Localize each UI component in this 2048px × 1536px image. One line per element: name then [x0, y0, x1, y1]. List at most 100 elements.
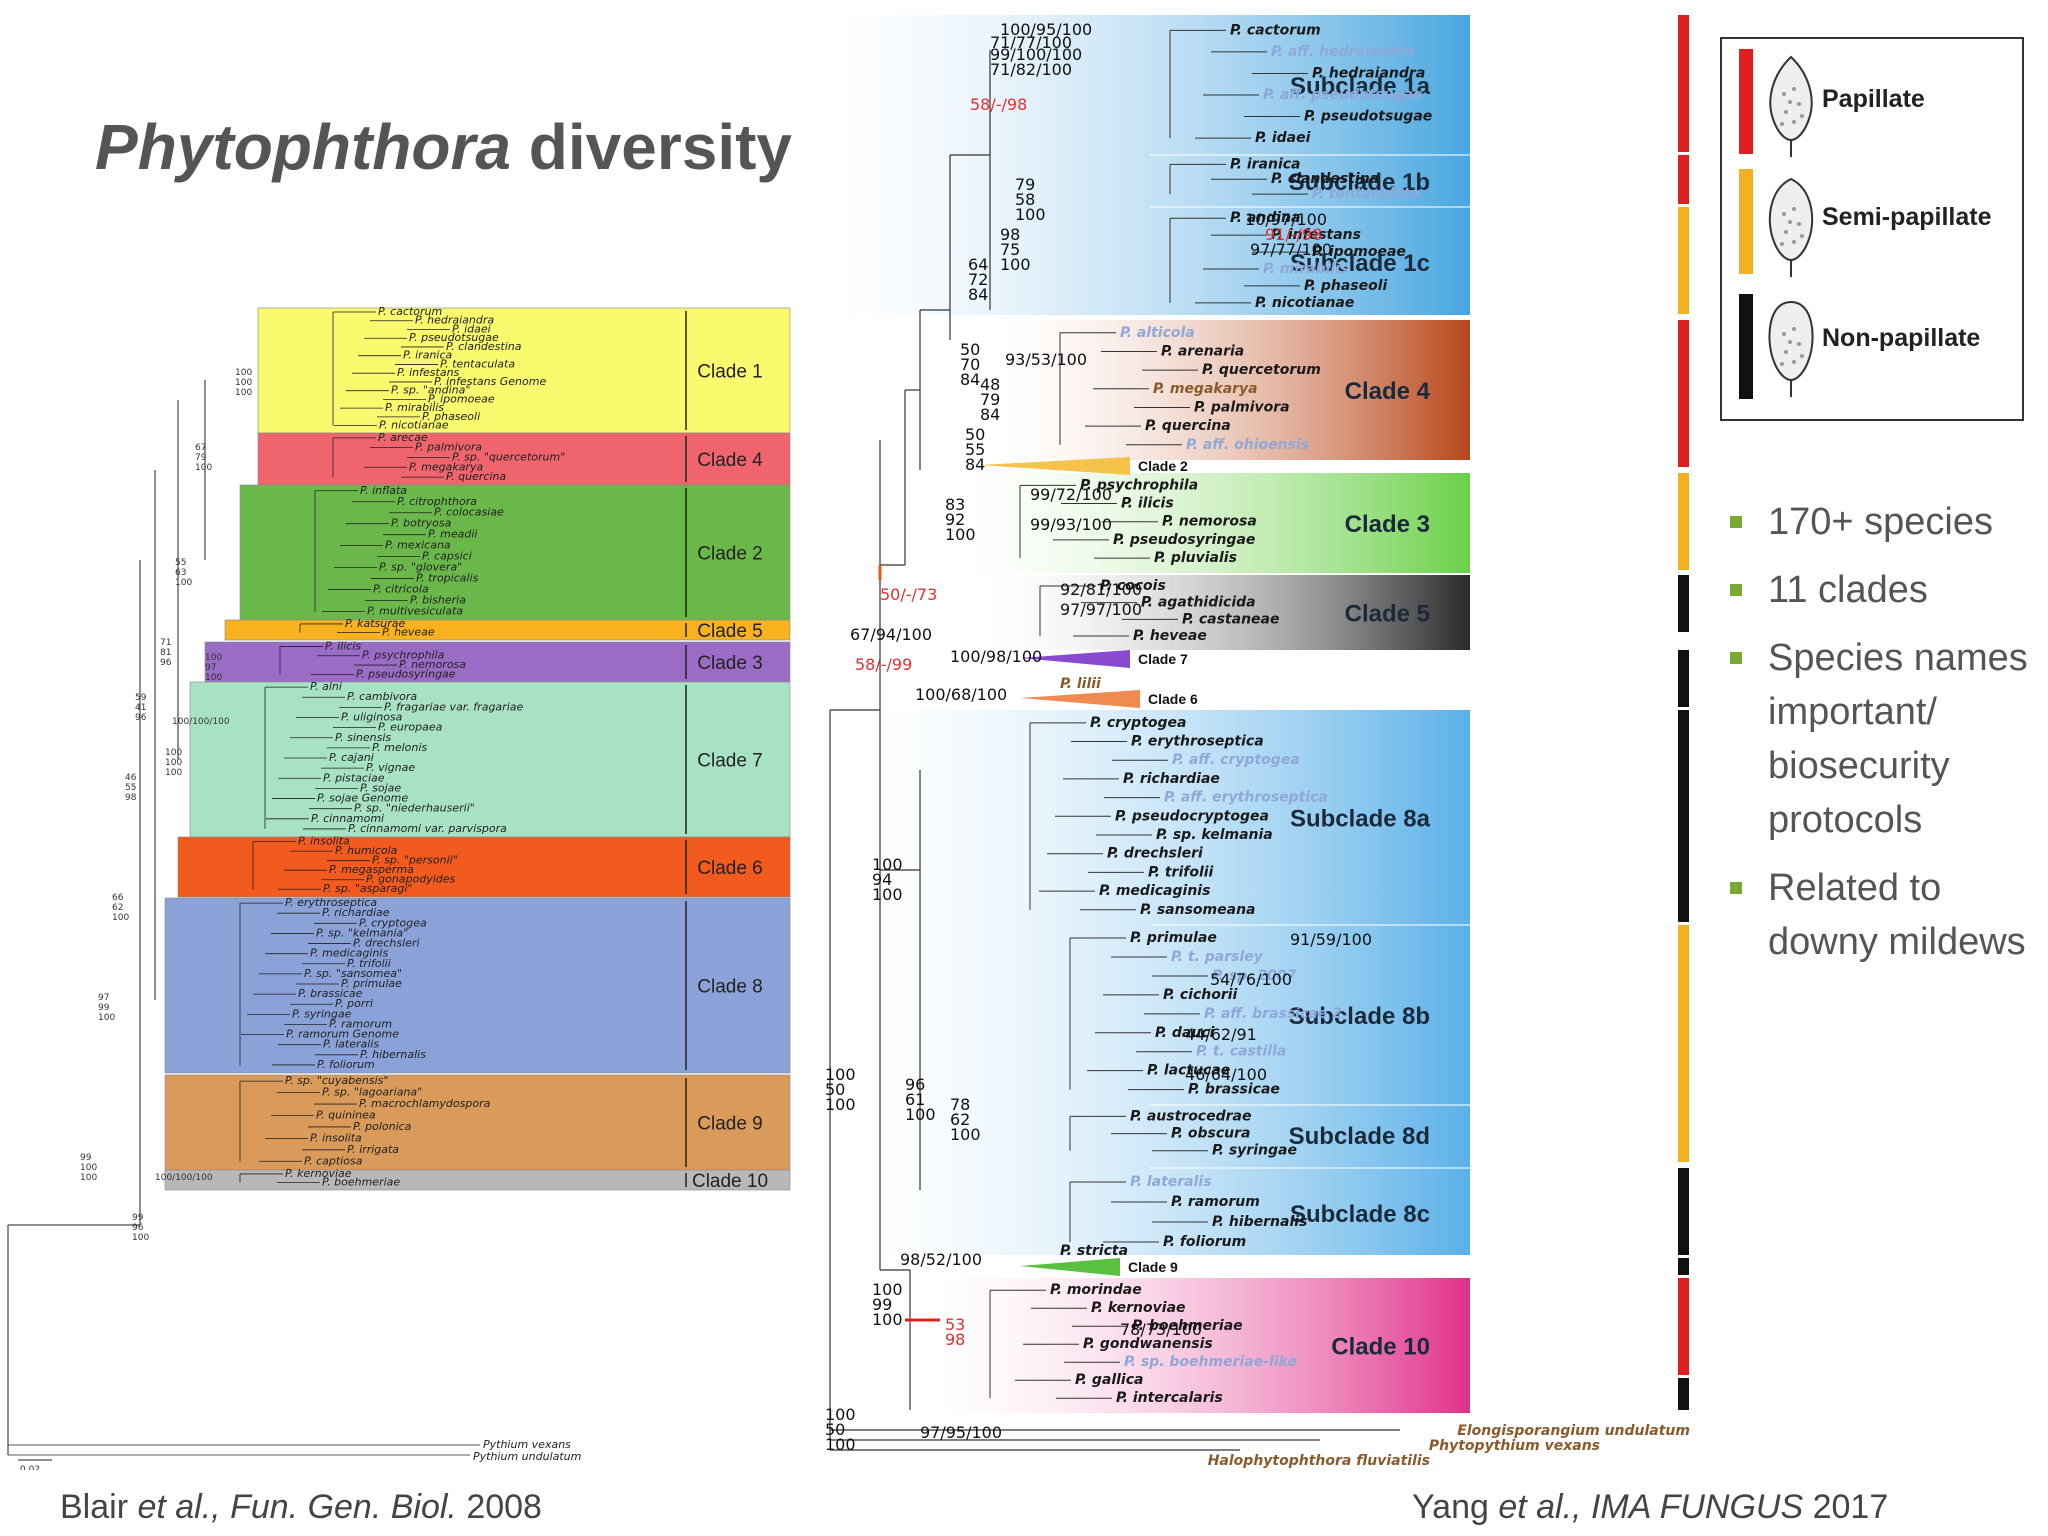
tip-label: P. vignae	[366, 761, 415, 774]
tip-label: P. idaei	[1255, 130, 1311, 146]
tip-label: P. meadii	[428, 528, 477, 541]
tip-label: P. gonapodyides	[366, 873, 456, 886]
clade-label: Subclade 1c	[1290, 250, 1430, 277]
papillation-bar	[1678, 320, 1689, 467]
tip-label: P. alticola	[1120, 325, 1195, 341]
tip-label: P. sansomeana	[1140, 902, 1256, 918]
support-value: 71/82/100	[990, 60, 1072, 79]
tip-label: P. sojae Genome	[317, 792, 408, 805]
tip-label: P. inflata	[360, 484, 407, 497]
support-value: 93/53/100	[1005, 350, 1087, 369]
tip-label: P. hibernalis	[1212, 1214, 1307, 1230]
clade-label: Subclade 8b	[1289, 1003, 1430, 1030]
support-value: 98/52/100	[900, 1250, 982, 1269]
tip-label: P. brassicae	[1188, 1082, 1280, 1098]
tip-label: P. arenaria	[1161, 343, 1244, 359]
tip-label: P. sp. "personii"	[372, 854, 458, 867]
support-value: 50/-/73	[880, 585, 937, 604]
tip-label: P. insolita	[310, 1131, 362, 1144]
clade-band	[164, 1074, 791, 1171]
legend-label-semi-papillate: Semi-papillate	[1822, 203, 1992, 231]
support-value: 99/72/100	[1030, 485, 1112, 504]
outgroup-label: Halophytophthora fluviatilis	[1208, 1453, 1430, 1469]
tip-label: P. ilicis	[325, 639, 361, 652]
tip-label: P. ramorum Genome	[286, 1028, 399, 1041]
bullet-item: 170+ species	[1728, 495, 2048, 549]
tip-label: P. pseudotsugae	[1304, 109, 1432, 125]
support-value: 100 50 100	[825, 1405, 856, 1454]
citation-left: Blair et al., Fun. Gen. Biol. 2008	[60, 1488, 542, 1527]
tip-label: P. aff. ohioensis	[1186, 437, 1309, 453]
clade-label: Clade 8	[697, 977, 763, 998]
tip-label: P. colocasiae	[434, 506, 504, 519]
papillate-sporangium-icon	[1769, 55, 1813, 157]
tip-label: P. nemorosa	[1162, 514, 1257, 530]
tip-label: P. humicola	[335, 844, 398, 857]
tip-label: P. aff. pseudotsugae	[1263, 87, 1423, 103]
clade-block	[940, 1278, 1470, 1413]
papillation-bar	[1678, 710, 1689, 922]
clade1-background	[850, 15, 1470, 315]
tip-label: P. lateralis	[1130, 1174, 1212, 1190]
clade-label: Clade 10	[1331, 1334, 1430, 1361]
tip-label: P. sp. "asparagi"	[323, 882, 412, 895]
tip-label: P. fragariae var. fragariae	[384, 700, 523, 713]
tip-label: P. bisheria	[410, 594, 466, 607]
tip-label: P. sp. kelmania	[1156, 827, 1273, 843]
support-value: 100/68/100	[915, 685, 1007, 704]
support-value: 58/-/99	[855, 655, 912, 674]
clade6-wedge	[1020, 690, 1140, 708]
tip-label: P. sp. "lagoariana"	[322, 1086, 422, 1099]
support-value: 97/95/100	[920, 1423, 1002, 1442]
tip-label: P. cocois	[1100, 578, 1166, 594]
bullet-square-icon	[1730, 652, 1742, 664]
support-value: 48 79 84	[980, 375, 1000, 424]
tip-label: P. iranica	[403, 349, 453, 362]
tip-label: P. quininea	[316, 1108, 376, 1121]
papillation-bar	[1678, 1168, 1689, 1255]
tip-label: P. megakarya	[409, 460, 483, 473]
citation-right-journal: IMA FUNGUS	[1581, 1488, 1804, 1526]
clade-label: Clade 6	[1148, 691, 1198, 707]
tip-label: P. gallica	[1075, 1372, 1143, 1388]
tip-label: P. sojae	[360, 781, 401, 794]
citation-left-etal: et al.,	[137, 1488, 221, 1526]
support-value: 97 99 100	[98, 993, 115, 1023]
tip-label: P. aff. hedraiandra	[1271, 44, 1416, 60]
tip-label: P. primulae	[1130, 930, 1217, 946]
support-value: 100 100 100	[235, 368, 252, 398]
tip-label: P. botryosa	[391, 517, 452, 530]
legend-swatch-semi-papillate	[1739, 169, 1753, 274]
support-value: 100/100/100	[155, 1173, 213, 1183]
tip-label: P. drechsleri	[353, 937, 420, 950]
tip-label: P. castaneae	[1182, 611, 1279, 627]
tip-label: P. syringae	[1212, 1143, 1297, 1159]
tip-label: P. boehmeriae	[322, 1176, 400, 1189]
tip-label: P. clandestina	[1271, 171, 1379, 187]
support-value: 100/98/100	[950, 647, 1042, 666]
tip-label: P. infestans Genome	[434, 375, 546, 388]
tip-label: P. idaei	[452, 322, 491, 335]
support-value: 98 75 100	[1000, 225, 1031, 274]
tip-label: P. psychrophila	[1080, 477, 1198, 493]
slide-title: Phytophthora diversity	[95, 110, 792, 184]
support-value: 99 100 100	[80, 1153, 97, 1183]
bullet-text: Related to downy mildews	[1768, 867, 2026, 963]
support-value: 79 58 100	[1015, 175, 1046, 224]
clade-label: Clade 9	[697, 1114, 763, 1135]
support-value: 66 62 100	[112, 893, 129, 923]
clade-band	[224, 619, 791, 641]
tip-label: P. austrocedrae	[1130, 1108, 1251, 1124]
tip-label: P. capsici	[422, 550, 472, 563]
tip-label: P. nicotianae	[379, 419, 449, 432]
left-phylogenetic-tree: Clade 1 P. cactorum P. hedraiandra P. idaei…	[0, 300, 800, 1475]
support-value: 67/94/100	[850, 625, 932, 644]
tip-label: P. lactucae	[1147, 1063, 1230, 1079]
support-value: 46 55 98	[125, 773, 137, 803]
tip-label: P. sinensis	[335, 731, 391, 744]
tip-label: P. hedraiandra	[1312, 65, 1425, 81]
clade-label: Clade 2	[697, 544, 763, 565]
support-value: 46/64/100	[1185, 1065, 1267, 1084]
tip-label: P. infestans	[1271, 227, 1361, 243]
